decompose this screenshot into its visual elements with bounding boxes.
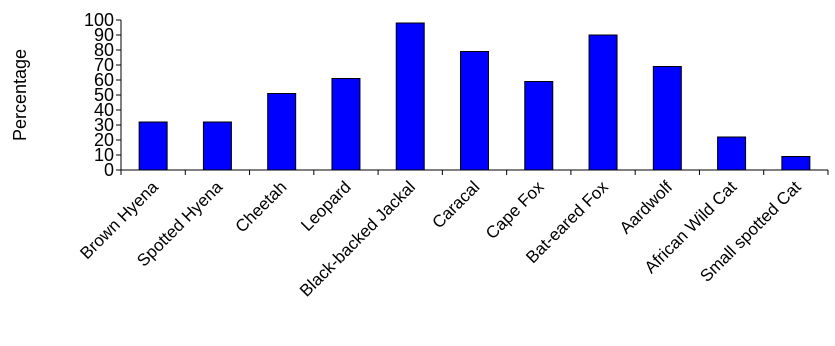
- x-category-label: Caracal: [428, 177, 483, 232]
- x-category-label: Cheetah: [232, 177, 291, 236]
- x-category-label: Cape Fox: [482, 177, 548, 243]
- bar: [717, 136, 747, 171]
- x-category-label: Leopard: [297, 177, 355, 235]
- y-tick-label: 90: [94, 25, 114, 45]
- y-tick-label: 100: [84, 10, 114, 30]
- x-category-label: Black-backed Jackal: [296, 177, 419, 300]
- x-category-label: Aardwolf: [616, 177, 676, 237]
- y-tick-label: 20: [94, 130, 114, 150]
- y-tick-label: 80: [94, 40, 114, 60]
- y-tick-label: 70: [94, 55, 114, 75]
- y-tick-label: 10: [94, 145, 114, 165]
- bar: [395, 22, 425, 171]
- y-tick-label: 50: [94, 85, 114, 105]
- bar: [138, 121, 168, 171]
- y-tick-label: 30: [94, 115, 114, 135]
- bar: [331, 78, 361, 171]
- bar: [524, 81, 554, 171]
- bar: [202, 121, 232, 171]
- bar: [781, 156, 811, 171]
- bar: [652, 66, 682, 171]
- y-tick-label: 0: [104, 160, 114, 180]
- bar: [460, 51, 489, 171]
- y-tick-label: 60: [94, 70, 114, 90]
- y-axis-title: Percentage: [10, 49, 30, 141]
- bar: [588, 34, 618, 171]
- y-tick-label: 40: [94, 100, 114, 120]
- bar: [267, 93, 297, 171]
